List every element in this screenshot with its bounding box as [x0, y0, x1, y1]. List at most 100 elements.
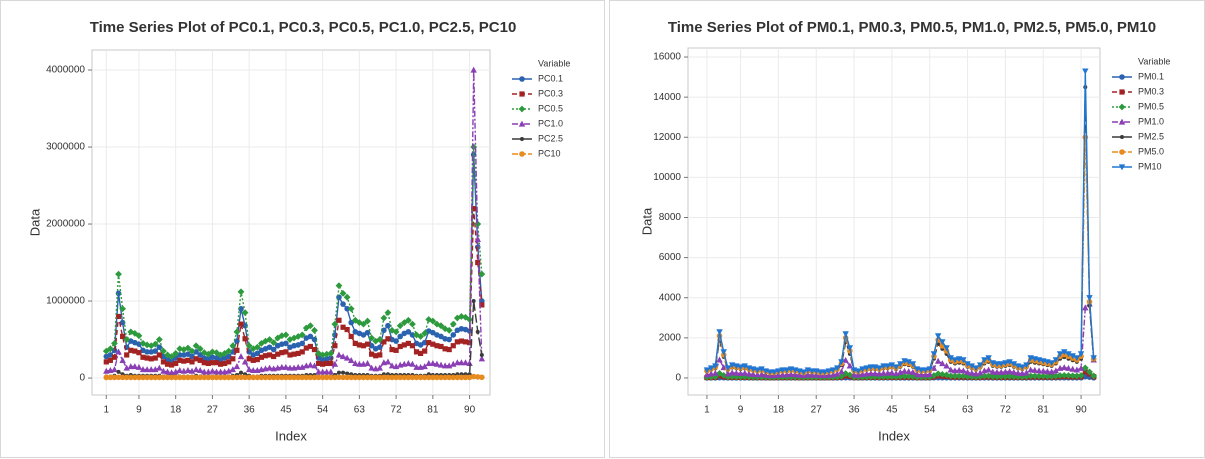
marker: [258, 374, 265, 381]
marker: [796, 371, 803, 378]
marker: [909, 368, 917, 375]
marker: [173, 360, 179, 367]
legend-marker: [518, 105, 526, 113]
marker: [712, 363, 719, 370]
y-tick-label: 10000: [653, 172, 681, 183]
marker: [758, 366, 765, 373]
marker: [364, 374, 371, 381]
marker: [144, 374, 150, 381]
marker: [441, 362, 449, 369]
y-tick-label: 3000000: [46, 142, 85, 153]
marker: [225, 367, 232, 374]
marker: [724, 365, 732, 372]
marker: [393, 338, 399, 344]
x-tick-label: 36: [244, 405, 256, 416]
marker: [311, 374, 318, 381]
marker: [955, 372, 963, 380]
marker: [800, 369, 807, 376]
marker: [242, 336, 248, 342]
marker: [1090, 372, 1098, 380]
marker: [234, 347, 240, 353]
marker: [733, 369, 740, 376]
marker: [181, 358, 187, 364]
marker: [458, 338, 465, 344]
marker: [737, 364, 744, 371]
marker: [107, 357, 113, 363]
marker: [291, 374, 297, 381]
marker: [989, 368, 996, 375]
marker: [1081, 364, 1089, 372]
marker: [266, 344, 273, 351]
marker: [867, 364, 875, 371]
marker: [926, 370, 933, 377]
marker: [107, 374, 114, 381]
marker: [897, 361, 904, 368]
marker: [707, 365, 715, 372]
marker: [172, 374, 179, 381]
marker: [139, 366, 147, 373]
marker: [462, 374, 469, 381]
marker: [985, 366, 992, 373]
marker: [336, 370, 341, 375]
marker: [217, 361, 224, 367]
marker: [193, 356, 199, 362]
y-tick-label: 2000: [659, 332, 682, 343]
marker: [905, 368, 912, 375]
marker: [229, 342, 237, 350]
marker: [449, 320, 457, 328]
marker: [115, 348, 122, 355]
x-axis-title: Index: [878, 428, 910, 443]
marker: [417, 333, 425, 340]
marker: [172, 368, 179, 375]
marker: [884, 363, 891, 370]
marker: [345, 371, 350, 376]
marker: [115, 374, 122, 381]
marker: [213, 368, 220, 375]
marker: [1073, 372, 1081, 380]
marker: [132, 374, 138, 381]
legend-label: PM5.0: [1138, 146, 1164, 156]
marker: [323, 368, 330, 375]
marker: [1027, 372, 1035, 380]
marker: [381, 339, 387, 345]
marker: [413, 331, 420, 339]
y-tick-label: 12000: [653, 132, 681, 143]
marker: [119, 356, 126, 363]
marker: [808, 368, 816, 375]
marker: [479, 352, 484, 357]
marker: [164, 361, 171, 367]
marker: [1039, 372, 1047, 380]
marker: [380, 314, 388, 322]
marker: [712, 369, 719, 376]
marker: [446, 346, 452, 353]
marker: [466, 328, 473, 334]
legend-label: PM10: [1138, 161, 1162, 171]
marker: [156, 364, 163, 371]
marker: [821, 369, 828, 376]
marker: [270, 374, 277, 381]
marker: [454, 339, 460, 345]
marker: [119, 305, 127, 313]
marker: [246, 374, 252, 381]
marker: [829, 367, 837, 374]
marker: [918, 371, 925, 378]
marker: [741, 363, 748, 370]
marker: [144, 349, 150, 355]
marker: [787, 370, 795, 377]
marker: [989, 373, 997, 380]
x-tick-label: 1: [704, 405, 710, 416]
marker: [728, 369, 736, 376]
marker: [266, 352, 273, 358]
marker: [258, 354, 265, 360]
marker: [429, 317, 437, 325]
x-tick-label: 45: [886, 405, 898, 416]
marker: [209, 374, 216, 381]
marker: [438, 374, 444, 381]
marker: [405, 329, 412, 335]
marker: [328, 374, 334, 381]
marker: [164, 368, 171, 375]
marker: [340, 374, 346, 381]
marker: [409, 320, 416, 328]
marker: [152, 355, 158, 361]
marker: [185, 351, 191, 357]
